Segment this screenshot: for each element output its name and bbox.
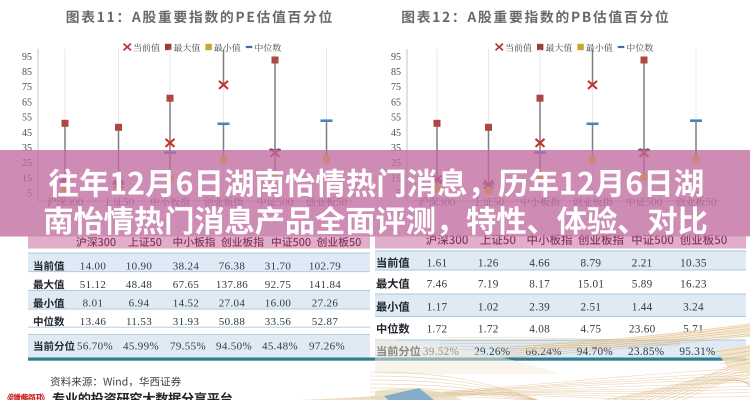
svg-text:31.93: 31.93 [173, 316, 200, 328]
svg-text:11.53: 11.53 [126, 316, 152, 328]
svg-text:15.01: 15.01 [578, 278, 605, 290]
svg-text:45.48%: 45.48% [262, 341, 298, 353]
svg-text:45: 45 [22, 128, 32, 139]
svg-text:1.02: 1.02 [478, 301, 499, 313]
svg-text:16.23: 16.23 [680, 278, 707, 290]
svg-text:51.12: 51.12 [80, 279, 107, 291]
svg-text:95.31%: 95.31% [679, 346, 715, 358]
svg-text:10.35: 10.35 [680, 257, 707, 269]
svg-text:48.48: 48.48 [126, 279, 153, 291]
svg-text:2.39: 2.39 [529, 301, 550, 313]
svg-text:4.66: 4.66 [529, 257, 550, 269]
svg-text:6.94: 6.94 [129, 298, 150, 310]
svg-text:14.52: 14.52 [173, 298, 200, 310]
svg-text:31.70: 31.70 [265, 260, 292, 272]
svg-text:4.75: 4.75 [581, 323, 602, 335]
svg-text:3.24: 3.24 [683, 301, 704, 313]
svg-text:75: 75 [22, 82, 32, 93]
svg-text:50.88: 50.88 [219, 316, 246, 328]
svg-text:10.90: 10.90 [126, 260, 153, 272]
svg-text:95: 95 [22, 52, 32, 63]
svg-text:45.99%: 45.99% [123, 341, 159, 353]
svg-text:5.89: 5.89 [632, 278, 653, 290]
svg-text:1.26: 1.26 [478, 257, 499, 269]
svg-text:65: 65 [22, 97, 32, 108]
svg-text:94.70%: 94.70% [577, 346, 613, 358]
svg-text:55: 55 [22, 113, 32, 124]
svg-text:92.75: 92.75 [265, 279, 292, 291]
svg-text:4.08: 4.08 [529, 323, 550, 335]
svg-text:35: 35 [391, 143, 401, 154]
svg-text:94.50%: 94.50% [216, 341, 252, 353]
svg-text:35: 35 [22, 143, 32, 154]
svg-text:14.00: 14.00 [80, 260, 107, 272]
svg-text:8.01: 8.01 [83, 298, 104, 310]
svg-text:2.51: 2.51 [581, 301, 602, 313]
svg-text:1.17: 1.17 [427, 301, 448, 313]
svg-text:23.85%: 23.85% [628, 346, 664, 358]
svg-text:27.26: 27.26 [312, 298, 339, 310]
svg-text:56.70%: 56.70% [77, 341, 113, 353]
svg-text:1.44: 1.44 [632, 301, 653, 313]
svg-text:7.46: 7.46 [427, 278, 448, 290]
svg-text:85: 85 [391, 67, 401, 78]
svg-text:7.19: 7.19 [478, 278, 499, 290]
svg-text:55: 55 [391, 113, 401, 124]
svg-text:67.65: 67.65 [173, 279, 200, 291]
svg-text:76.38: 76.38 [219, 260, 246, 272]
svg-text:1.72: 1.72 [478, 323, 499, 335]
svg-text:75: 75 [391, 82, 401, 93]
svg-text:102.79: 102.79 [309, 260, 341, 272]
svg-text:95: 95 [391, 52, 401, 63]
svg-text:65: 65 [391, 97, 401, 108]
svg-text:1.61: 1.61 [427, 257, 448, 269]
svg-text:97.26%: 97.26% [309, 341, 345, 353]
svg-text:85: 85 [22, 67, 32, 78]
svg-text:2.21: 2.21 [632, 257, 653, 269]
svg-text:141.84: 141.84 [309, 279, 341, 291]
svg-text:27.04: 27.04 [219, 298, 246, 310]
svg-text:45: 45 [391, 128, 401, 139]
svg-text:8.79: 8.79 [581, 257, 602, 269]
svg-text:8.17: 8.17 [529, 278, 550, 290]
svg-text:16.00: 16.00 [265, 298, 292, 310]
svg-text:23.60: 23.60 [629, 323, 656, 335]
svg-text:38.24: 38.24 [173, 260, 200, 272]
svg-text:33.56: 33.56 [265, 316, 292, 328]
svg-text:79.55%: 79.55% [170, 341, 206, 353]
svg-text:1.72: 1.72 [427, 323, 448, 335]
svg-text:13.46: 13.46 [80, 316, 107, 328]
svg-text:52.87: 52.87 [312, 316, 339, 328]
svg-text:137.86: 137.86 [216, 279, 248, 291]
